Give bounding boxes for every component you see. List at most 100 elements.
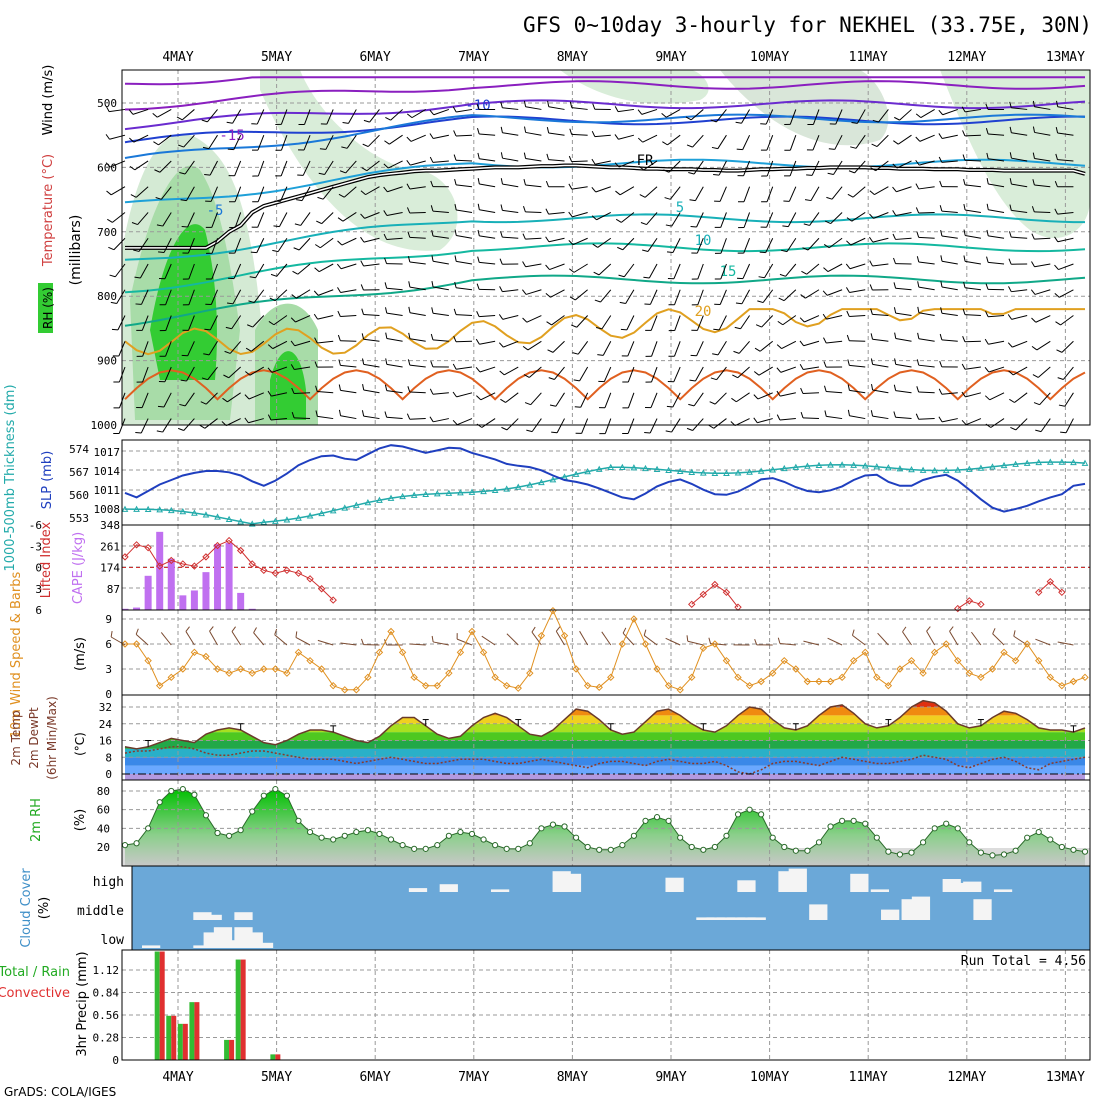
wind-barb-flag (452, 106, 457, 113)
wind-barb-flag (689, 199, 696, 202)
wind-barb (480, 392, 496, 401)
wind-barb (186, 366, 195, 382)
wind-barb (295, 315, 311, 323)
wind-barb (1011, 236, 1028, 239)
wind-barb-flag (847, 384, 850, 391)
wind-barb (827, 263, 843, 273)
wind-barb (897, 134, 912, 145)
wind-barb-flag (713, 328, 720, 331)
temp2m-axis-label: 2m Temp (9, 710, 23, 765)
wind-barb-flag (985, 128, 989, 135)
cloud-bar (850, 873, 869, 892)
wind-barb-flag (1032, 152, 1035, 159)
thickness-marker (711, 469, 719, 476)
rh-marker (353, 828, 360, 836)
wind-barb (386, 211, 403, 217)
isotherm-line-warm (124, 308, 1085, 356)
wind-barb-flag (1054, 236, 1059, 243)
wind-barb-flag (549, 404, 556, 407)
wind-speed-marker (873, 673, 881, 682)
wind-barb-flag (245, 347, 252, 352)
wind-barb-flag (568, 268, 575, 273)
wind-barb (321, 212, 334, 224)
wind-barb (826, 415, 843, 420)
cape-bar (167, 558, 175, 610)
wind-speed-marker (965, 669, 974, 677)
thickness-tick-label: 574 (69, 443, 89, 456)
rh-marker (572, 834, 580, 841)
wind-barb-flag (203, 353, 210, 356)
wind-barb-flag (156, 224, 163, 227)
thickness-marker (850, 461, 858, 468)
wind-barb (432, 160, 449, 163)
wind-barb (1014, 392, 1028, 403)
wind-barb-flag (916, 359, 920, 366)
wind-barb (896, 186, 912, 193)
wind-barb-flag (296, 199, 303, 202)
wind-barb (301, 186, 311, 201)
wind-barb-flag (1060, 431, 1067, 434)
wind-barb-flag (477, 203, 480, 210)
wind-barb-flag (430, 180, 434, 187)
wind-barb-flag (800, 411, 804, 418)
thickness-marker (827, 461, 834, 468)
wind-axis-label: Wind (m/s) (41, 65, 56, 136)
wind-barb (365, 186, 380, 196)
wind-barb-flag (524, 402, 531, 406)
wind-barb (280, 135, 288, 151)
thickness-marker (572, 470, 580, 477)
isotherm-line (124, 274, 1086, 327)
wind-speed-marker (849, 656, 858, 665)
wind-barb (345, 160, 357, 174)
wind-barb (992, 633, 1005, 646)
wind-barb (300, 212, 311, 226)
wind-barb (811, 160, 820, 176)
wind-barb (188, 263, 195, 280)
wind-speed-marker (387, 627, 395, 636)
wind-barb-flag (108, 246, 115, 251)
wind-barb (256, 238, 265, 253)
wind-barb (207, 366, 218, 380)
wind-barb-flag (204, 328, 211, 331)
wind-barb (211, 238, 218, 254)
wind-barb-flag (385, 116, 391, 121)
wind-barb (826, 289, 843, 296)
wind-barb (231, 315, 242, 330)
rh-marker (202, 812, 210, 819)
wind-barb (965, 260, 981, 265)
date-label-top: 12MAY (947, 50, 986, 65)
rh-marker (306, 828, 314, 836)
wind-barb (803, 340, 820, 347)
wind-barb-flag (110, 630, 113, 638)
wind-barb-flag (201, 119, 208, 123)
wind-barb-flag (475, 367, 481, 373)
wind-barb-flag (1009, 152, 1012, 159)
wind-speed-marker (479, 648, 488, 657)
thickness-marker (318, 509, 325, 517)
precip-total-bar (224, 1039, 230, 1060)
temp-tick-label: 0 (105, 768, 112, 781)
panel-frame (121, 69, 1091, 426)
wind-barb-flag (620, 328, 627, 331)
wind-barb-flag (617, 246, 623, 251)
contour-label: 20 (695, 304, 712, 320)
wind-barb-flag (226, 121, 233, 124)
wind-barb (872, 313, 889, 317)
cloud-bar (142, 945, 161, 948)
wind-barb-flag (267, 390, 272, 397)
wind-barb-flag (545, 264, 550, 270)
wind-barb (502, 157, 519, 162)
rh2m-panel: 20 40 60 80 (97, 779, 1091, 867)
wind-barb-flag (384, 140, 390, 145)
rh-marker (168, 787, 175, 795)
wind-barb-flag (477, 256, 480, 263)
wind-barb (1057, 237, 1074, 243)
wind-barb (734, 418, 750, 427)
rh-marker (931, 825, 938, 832)
wind-barb-flag (1031, 317, 1037, 323)
precip-tick-label: 0.56 (93, 1009, 120, 1022)
rh-marker (457, 828, 464, 836)
isotherm-line (124, 80, 1086, 111)
wind-barb (895, 338, 912, 342)
